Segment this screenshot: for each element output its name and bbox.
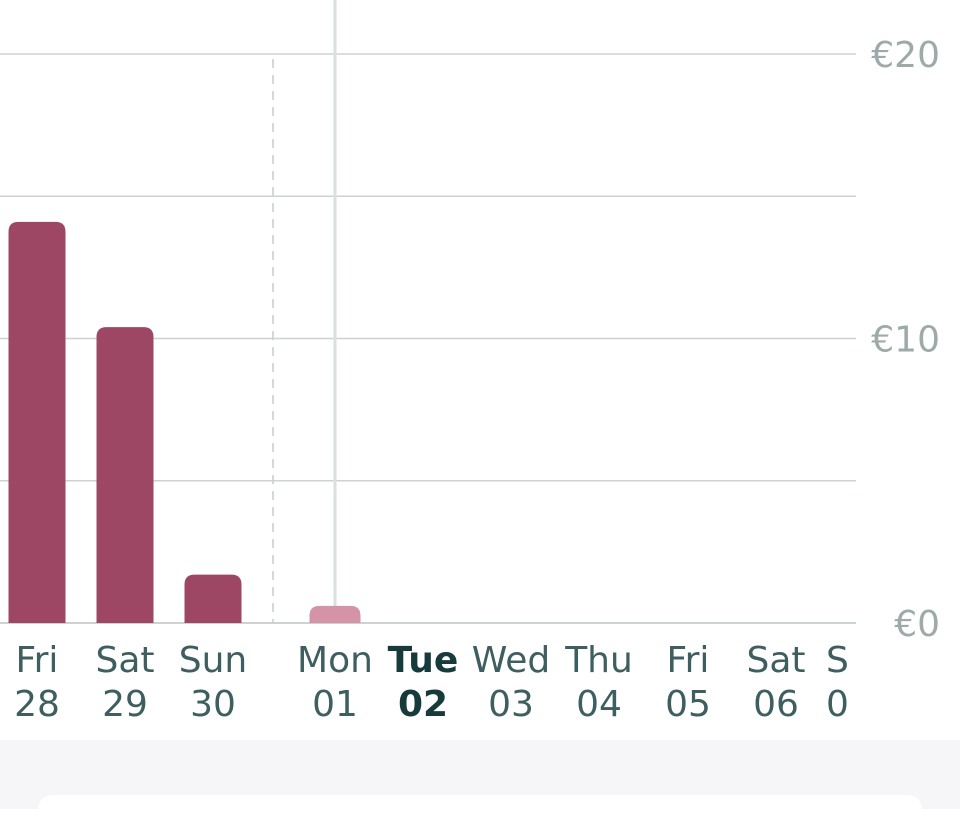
bar-mon-01 [309,605,361,623]
x-label-day: Fri [667,640,710,681]
bar-sat-29 [96,327,154,623]
x-label-day: Sun [179,640,247,681]
x-label-day: Wed [472,640,551,681]
y-tick-label: €10 [871,320,940,361]
bar-fri-28 [8,221,66,624]
x-label-day: Sat [95,640,154,681]
y-tick-label: €20 [871,35,940,76]
y-axis-labels: €20 €10 €0 [871,35,940,645]
x-label-date: 02 [398,684,448,725]
x-label-date: 30 [190,684,236,725]
bar-chart-svg: €20€10€0 Fri28Sat29Sun30Mon01Tue02Wed03T… [0,0,940,725]
bottom-card [38,795,922,825]
x-label-day: Thu [564,640,633,681]
y-tick-label: €0 [894,604,940,645]
x-label-day: S [826,640,849,681]
x-label-date: 29 [102,684,148,725]
x-label-date: 28 [14,684,60,725]
x-label-date: 03 [488,684,534,725]
x-label-date: 04 [576,684,622,725]
x-axis-labels: Fri28Sat29Sun30Mon01Tue02Wed03Thu04Fri05… [14,640,849,725]
x-label-date: 01 [312,684,358,725]
bar-sun-30 [184,574,242,623]
x-label-day: Tue [388,640,459,681]
x-label-date: 0 [826,684,849,725]
x-label-day: Sat [746,640,805,681]
bars [8,221,361,624]
spending-chart: €20 €10 €0 Fri 28 Sat 29 Sun 30 Mon 01 Tue 02 Wed 03 T… [0,0,940,725]
x-label-date: 05 [665,684,711,725]
x-label-day: Fri [16,640,59,681]
x-label-day: Mon [297,640,373,681]
x-label-date: 06 [753,684,799,725]
